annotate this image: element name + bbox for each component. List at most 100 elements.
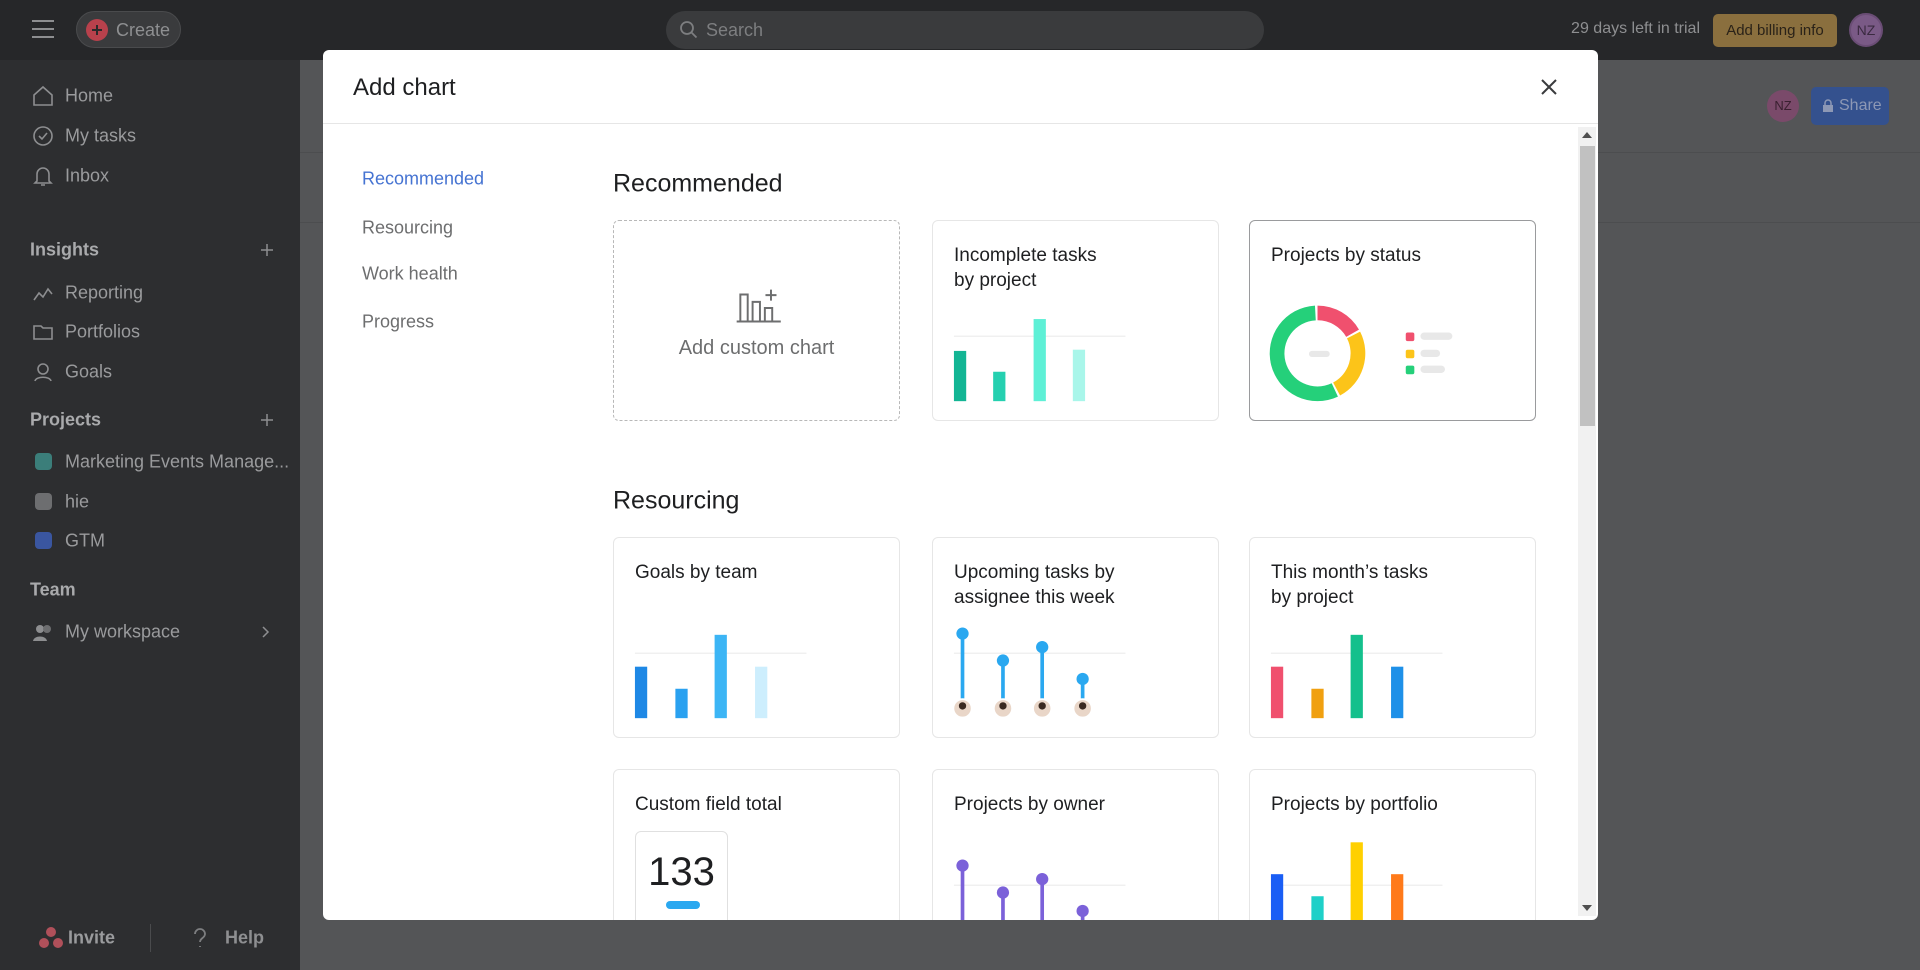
shape bbox=[1405, 365, 1415, 375]
shape bbox=[32, 28, 54, 30]
shape bbox=[39, 938, 49, 948]
shape bbox=[35, 493, 52, 510]
shape bbox=[1823, 105, 1833, 112]
shape bbox=[1420, 332, 1453, 340]
shape bbox=[1308, 350, 1330, 358]
shape bbox=[1391, 874, 1404, 920]
shape bbox=[953, 350, 967, 402]
chart-card[interactable]: Goals by team bbox=[613, 537, 900, 738]
section-header: Projects bbox=[30, 409, 102, 430]
avatar: NZ bbox=[1767, 90, 1799, 122]
illustration bbox=[33, 625, 51, 641]
illustration bbox=[86, 19, 108, 41]
shape bbox=[33, 126, 53, 146]
chart-card[interactable]: Incomplete tasks by project bbox=[932, 220, 1219, 421]
shape bbox=[1270, 666, 1284, 719]
shape bbox=[1824, 99, 1832, 105]
illustration bbox=[1582, 905, 1592, 911]
illustration bbox=[33, 126, 53, 146]
modal-nav-item[interactable]: Resourcing bbox=[362, 217, 454, 238]
shape bbox=[1270, 874, 1284, 920]
section-title: Resourcing bbox=[613, 486, 740, 515]
chart-card[interactable]: Custom field total 133 bbox=[613, 769, 900, 920]
shape bbox=[1076, 672, 1089, 686]
sidebar-item[interactable]: Home bbox=[65, 85, 114, 106]
illustration bbox=[262, 626, 270, 638]
shape bbox=[996, 886, 1010, 899]
illustration bbox=[34, 363, 52, 382]
shape bbox=[680, 21, 694, 35]
shape bbox=[1076, 904, 1089, 918]
shape bbox=[1038, 702, 1046, 710]
illustration bbox=[39, 927, 63, 948]
sidebar-item[interactable]: Portfolios bbox=[65, 321, 141, 342]
shape bbox=[37, 363, 49, 375]
billing-button[interactable]: Add billing info bbox=[1713, 14, 1837, 47]
chart-card[interactable]: Projects by owner bbox=[932, 769, 1219, 920]
shape bbox=[1582, 905, 1592, 911]
close-button[interactable] bbox=[1540, 78, 1558, 96]
invite-button[interactable]: Invite bbox=[68, 927, 116, 948]
shape bbox=[38, 132, 48, 141]
shape bbox=[43, 625, 51, 633]
illustration bbox=[194, 928, 206, 947]
chart-card[interactable]: Projects by portfolio bbox=[1249, 769, 1536, 920]
shape bbox=[1072, 349, 1086, 402]
shape bbox=[996, 654, 1010, 667]
illustration bbox=[33, 325, 53, 340]
shape bbox=[262, 626, 270, 638]
avatar[interactable]: NZ bbox=[1849, 13, 1883, 47]
sidebar-item[interactable]: hie bbox=[65, 491, 90, 512]
sidebar-item[interactable]: Reporting bbox=[65, 282, 144, 303]
card-title: Projects by status bbox=[1271, 245, 1421, 266]
card-title: Custom field total bbox=[635, 794, 782, 815]
help-button[interactable]: Help bbox=[225, 927, 265, 948]
shape bbox=[1078, 702, 1087, 710]
shape bbox=[35, 453, 52, 470]
illustration bbox=[1270, 634, 1443, 719]
modal-nav-item[interactable]: Work health bbox=[362, 263, 458, 284]
sidebar-item[interactable]: My workspace bbox=[65, 621, 181, 642]
chart-card[interactable]: Projects by status bbox=[1249, 220, 1536, 421]
shape bbox=[32, 36, 54, 38]
trial-text: 29 days left in trial bbox=[1571, 20, 1700, 37]
shape bbox=[261, 414, 273, 426]
shape bbox=[714, 634, 727, 719]
shape bbox=[1420, 349, 1441, 358]
shape bbox=[1405, 332, 1415, 342]
shape bbox=[32, 20, 54, 22]
shape bbox=[1269, 305, 1338, 402]
illustration bbox=[1269, 305, 1453, 402]
search-box[interactable]: Search bbox=[666, 11, 1264, 49]
shape bbox=[993, 371, 1006, 402]
sidebar-item[interactable]: Inbox bbox=[65, 165, 110, 186]
shape bbox=[261, 244, 273, 256]
share-button[interactable]: Share bbox=[1811, 87, 1889, 125]
shape bbox=[1405, 349, 1415, 359]
chart-card[interactable]: This month’s tasks by project bbox=[1249, 537, 1536, 738]
chart-card[interactable]: Upcoming tasks by assignee this week bbox=[932, 537, 1219, 738]
shape bbox=[1036, 640, 1049, 654]
illustration bbox=[736, 289, 781, 323]
chart-card[interactable]: Add custom chart bbox=[613, 220, 900, 421]
share-label: Share bbox=[1839, 97, 1882, 114]
illustration bbox=[33, 287, 53, 301]
scrollbar-thumb bbox=[1580, 146, 1595, 426]
shape bbox=[1350, 634, 1363, 719]
card-title: Goals by team bbox=[635, 562, 758, 583]
illustration bbox=[35, 453, 52, 470]
shape bbox=[1350, 842, 1363, 920]
shape bbox=[36, 625, 44, 633]
sidebar-item[interactable]: My tasks bbox=[65, 125, 137, 146]
modal-nav-item[interactable]: Progress bbox=[362, 311, 435, 332]
sidebar-item[interactable]: GTM bbox=[65, 530, 105, 551]
sidebar: Home My tasks Inbox Insights Reporting Portfo… bbox=[0, 60, 300, 970]
create-button[interactable]: Create bbox=[76, 11, 181, 48]
illustration bbox=[32, 20, 54, 38]
illustration bbox=[35, 493, 52, 510]
modal-title: Add chart bbox=[353, 74, 456, 101]
modal-nav-item[interactable]: Recommended bbox=[362, 168, 485, 189]
sidebar-item[interactable]: Marketing Events Manage... bbox=[65, 451, 290, 472]
sidebar-item[interactable]: Goals bbox=[65, 361, 113, 382]
